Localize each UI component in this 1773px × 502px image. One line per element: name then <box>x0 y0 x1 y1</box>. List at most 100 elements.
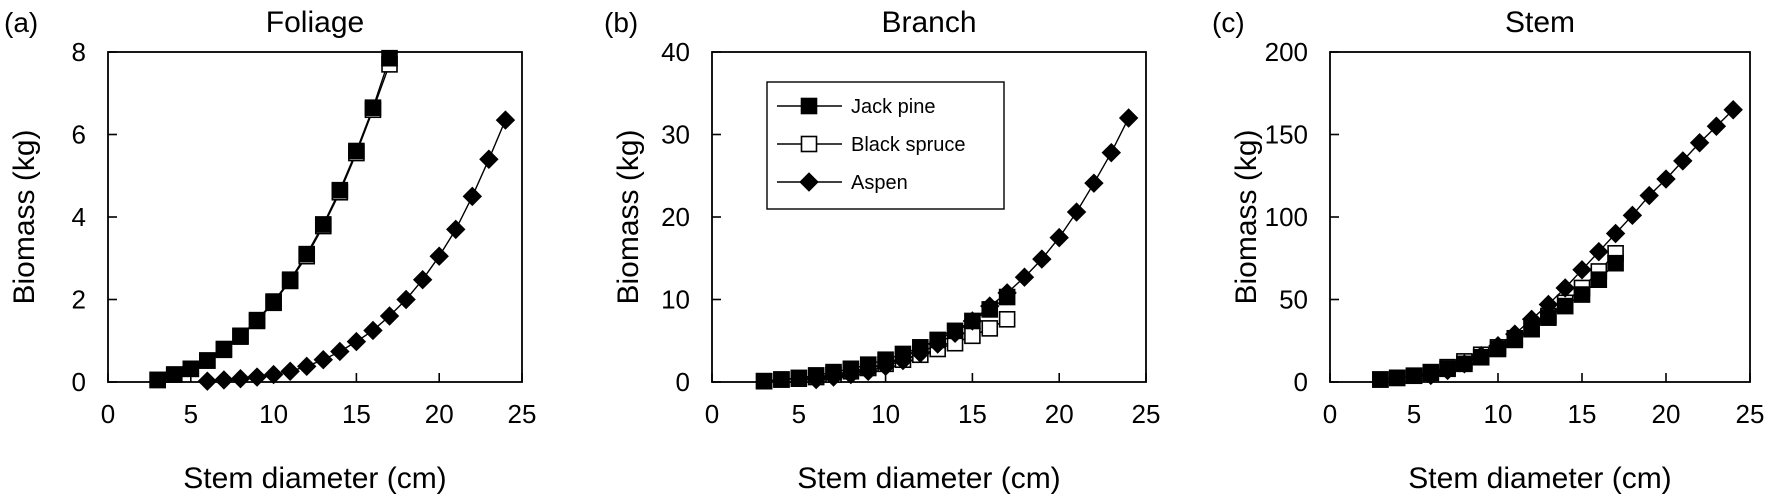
data-point-aspen <box>1437 360 1458 381</box>
data-point-aspen <box>1505 324 1525 344</box>
data-point-jack-pine <box>790 369 808 387</box>
data-point-aspen <box>280 361 300 381</box>
data-point-aspen <box>1538 294 1559 315</box>
series-points-aspen <box>806 108 1139 390</box>
x-tick-label-2: 5 <box>792 399 806 429</box>
data-point-aspen <box>1454 354 1475 374</box>
y-tick-label-1: 6 <box>72 120 86 150</box>
y-tick-label-2: 40 <box>661 37 690 67</box>
data-point-aspen <box>841 364 861 385</box>
y-tick-label-3: 100 <box>1265 202 1308 232</box>
data-point-jack-pine <box>1573 286 1591 303</box>
x-tick-label-2: 10 <box>871 399 900 429</box>
data-point-aspen <box>462 186 483 207</box>
panel-title-3: Stem <box>1505 6 1575 39</box>
data-point-aspen <box>1421 365 1441 386</box>
data-point-jack-pine <box>1590 271 1608 289</box>
data-point-aspen <box>927 334 948 354</box>
data-point-jack-pine <box>199 352 216 369</box>
data-point-aspen <box>263 364 284 385</box>
data-point-aspen <box>297 356 317 377</box>
y-tick-label-2: 10 <box>661 285 690 315</box>
data-point-aspen <box>379 306 400 326</box>
x-tick-label-2: 15 <box>958 399 987 429</box>
y-axis-label-3: Biomass (kg) <box>1230 129 1263 304</box>
x-tick-label-1: 0 <box>101 399 115 429</box>
legend-label: Aspen <box>851 172 908 194</box>
x-tick-label-3: 15 <box>1568 399 1597 429</box>
panel-3: (c) Stem 0 5 10 15 20 25 0 50 100 150 200 Stem diamet… <box>1212 6 1764 495</box>
x-tick-label-3: 10 <box>1484 399 1513 429</box>
data-point-aspen <box>1723 100 1743 120</box>
x-tick-label-3: 0 <box>1323 399 1337 429</box>
data-point-jack-pine <box>248 311 266 329</box>
x-tick-label-3: 20 <box>1652 399 1681 429</box>
panel-title-2: Branch <box>881 6 976 39</box>
x-tick-label-2: 20 <box>1045 399 1074 429</box>
data-point-aspen <box>1706 116 1727 136</box>
x-tick-label-1: 15 <box>342 399 371 429</box>
panel-letter-1: (a) <box>4 7 38 38</box>
y-tick-label-3: 200 <box>1265 37 1308 67</box>
series-points-aspen <box>197 110 516 391</box>
data-point-jack-pine <box>314 216 332 233</box>
legend-label: Black spruce <box>851 134 966 156</box>
data-point-jack-pine <box>265 293 282 310</box>
panel-letter-3: (c) <box>1212 7 1245 38</box>
data-point-aspen <box>1471 345 1491 366</box>
x-tick-label-3: 5 <box>1407 399 1421 429</box>
data-point-jack-pine <box>348 142 365 160</box>
series-line-black-spruce <box>157 64 391 381</box>
panel-letter-2: (b) <box>604 7 638 38</box>
data-point-jack-pine <box>1405 367 1423 385</box>
data-point-aspen <box>980 296 1000 316</box>
data-point-jack-pine <box>1607 254 1624 272</box>
data-point-aspen <box>997 283 1017 303</box>
data-point-aspen <box>1572 260 1592 280</box>
data-point-aspen <box>1555 278 1575 298</box>
x-tick-label-1: 5 <box>184 399 198 429</box>
panel-2: (b) Branch 0 5 10 15 20 25 0 10 20 30 40 Stem diamete… <box>604 6 1160 495</box>
data-point-aspen <box>479 149 499 169</box>
data-point-jack-pine <box>773 371 790 388</box>
data-point-jack-pine <box>1556 297 1574 315</box>
x-tick-label-1: 10 <box>259 399 288 429</box>
x-tick-label-2: 0 <box>705 399 719 429</box>
y-tick-label-1: 2 <box>72 285 86 315</box>
y-tick-label-3: 50 <box>1279 285 1308 315</box>
plot-frame-3 <box>1329 51 1751 383</box>
data-point-jack-pine <box>215 340 233 358</box>
x-axis-label-2: Stem diameter (cm) <box>797 462 1060 495</box>
x-tick-label-2: 25 <box>1132 399 1161 429</box>
data-point-aspen <box>858 361 878 381</box>
x-tick-label-1: 20 <box>425 399 454 429</box>
x-axis-label-3: Stem diameter (cm) <box>1408 462 1671 495</box>
y-tick-label-2: 20 <box>661 202 690 232</box>
data-point-jack-pine <box>182 360 200 378</box>
data-point-aspen <box>910 343 931 363</box>
y-tick-label-1: 4 <box>72 202 86 232</box>
data-point-aspen <box>247 367 267 387</box>
data-point-aspen <box>945 323 965 344</box>
data-point-jack-pine <box>1388 369 1406 387</box>
data-point-aspen <box>1673 151 1693 171</box>
data-point-aspen <box>363 320 383 341</box>
data-point-aspen <box>1101 142 1121 163</box>
data-point-aspen <box>1589 241 1609 262</box>
data-point-jack-pine <box>755 372 773 390</box>
series-line-aspen <box>1430 109 1734 377</box>
data-point-aspen <box>346 331 367 352</box>
series-line-jack-pine <box>157 57 391 381</box>
y-tick-label-3: 0 <box>1294 367 1308 397</box>
panel-1: (a) Foliage 0 5 10 15 20 25 0 2 4 6 8 Stem diameter (… <box>4 6 536 495</box>
data-point-aspen <box>1084 173 1104 193</box>
data-point-aspen <box>1605 223 1626 244</box>
legend-marker <box>800 97 818 115</box>
data-point-aspen <box>1066 202 1087 222</box>
series-points-jack-pine <box>149 49 398 389</box>
data-point-aspen <box>446 219 466 240</box>
data-point-jack-pine <box>298 245 316 263</box>
x-tick-label-3: 25 <box>1736 399 1765 429</box>
data-point-aspen <box>962 311 983 331</box>
